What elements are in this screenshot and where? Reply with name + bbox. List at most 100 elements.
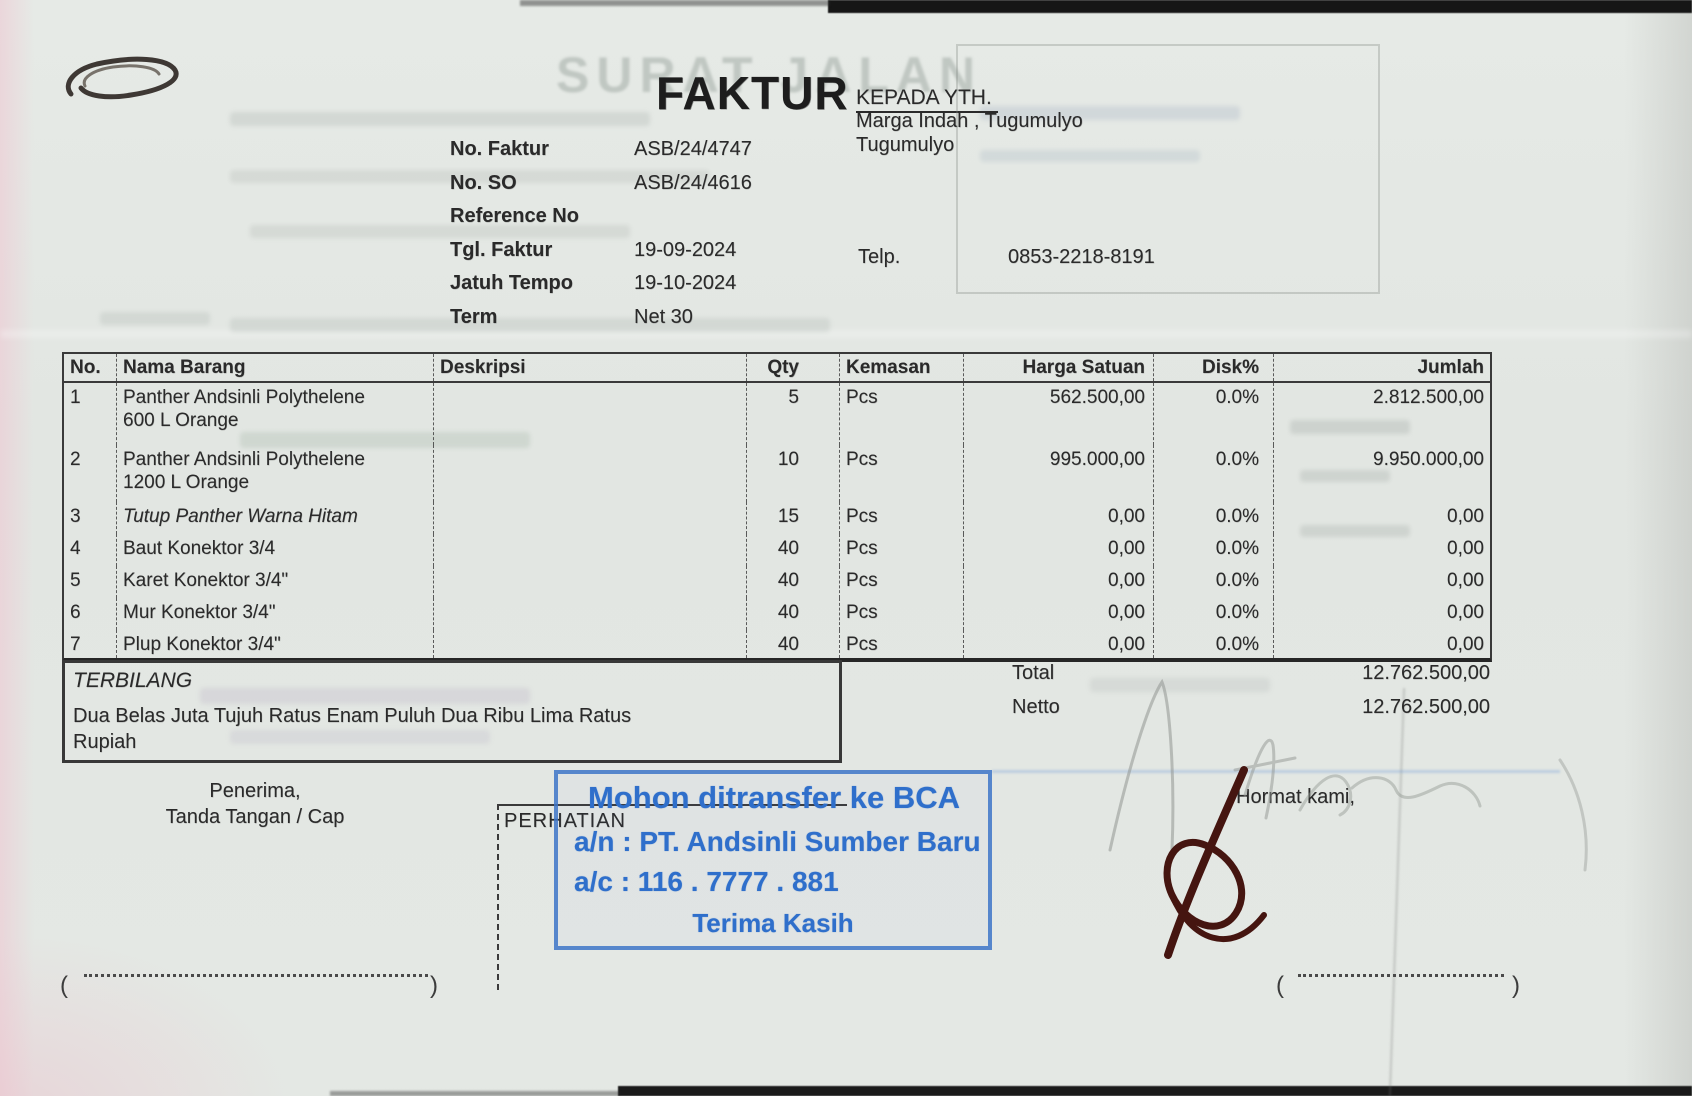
meta-value: Net 30 [634,306,693,328]
sign-line-dots-left [84,974,428,977]
cell-kemasan: Pcs [840,630,964,658]
meta-label: Tgl. Faktur [450,239,553,261]
item-name: Panther Andsinli Polythelene [123,449,365,470]
terbilang-label: TERBILANG [73,669,193,692]
cell-jumlah: 0,00 [1447,570,1484,591]
cell-kemasan: Pcs [840,383,964,445]
cell-harga: 0,00 [964,630,1154,658]
stamp-line1: Mohon ditransfer ke BCA [588,780,961,815]
header-disk: Disk% [1154,354,1274,381]
table-row: 4 Baut Konektor 3/4 40 Pcs 0,00 0.0% 0,0… [64,534,1490,566]
cell-harga: 995.000,00 [964,445,1154,502]
meta-value: 19-09-2024 [634,239,737,261]
table-row: 2 Panther Andsinli Polythelene 1200 L Ora… [64,445,1490,502]
perhatian-label: PERHATIAN [504,810,626,832]
paper-horizontal-crease [0,330,1692,338]
cell-no: 5 [64,566,117,598]
meta-label: Term [450,306,498,328]
cell-kemasan: Pcs [840,534,964,566]
cell-disk: 0.0% [1154,630,1274,658]
scan-edge-bottom-2 [330,1091,620,1096]
stamp-line3: a/c : 116 . 7777 . 881 [574,866,839,897]
meta-value: 19-10-2024 [634,272,737,294]
bleedthrough-smudge [240,432,530,448]
scan-edge-top-2 [520,0,830,6]
cell-deskripsi [434,502,747,534]
meta-value: ASB/24/4616 [634,172,752,194]
cell-jumlah: 0,00 [1447,506,1484,527]
bleedthrough-smudge [1300,470,1390,482]
cell-disk: 0.0% [1154,502,1274,534]
bleedthrough-smudge [250,225,630,238]
item-name: Panther Andsinli Polythelene [123,387,365,408]
cell-kemasan: Pcs [840,566,964,598]
penerima-line1: Penerima, [209,780,301,802]
hormat-kami-label: Hormat kami, [1236,786,1355,808]
penerima-block: Penerima, Tanda Tangan / Cap [120,778,390,830]
bleedthrough-smudge [100,312,210,325]
sign-line-open-paren: ( [1276,972,1284,999]
recipient-heading: KEPADA YTH. [856,86,998,113]
netto-value: 12.762.500,00 [1362,696,1490,718]
cell-no: 2 [64,445,117,502]
cell-harga: 0,00 [964,534,1154,566]
cell-jumlah: 0,00 [1447,634,1484,655]
scan-edge-bottom [618,1086,1692,1096]
bleedthrough-smudge [230,318,830,332]
sign-line-close-paren: ) [1512,972,1520,999]
total-label: Total [1012,662,1055,684]
table-row: 1 Panther Andsinli Polythelene 600 L Oran… [64,383,1490,445]
meta-label: No. Faktur [450,138,549,160]
phone-label: Telp. [858,246,901,268]
table-row: 3 Tutup Panther Warna Hitam 15 Pcs 0,00 … [64,502,1490,534]
cell-qty: 10 [747,445,840,502]
header-jumlah: Jumlah [1417,357,1484,378]
cell-disk: 0.0% [1154,445,1274,502]
cell-nama: Karet Konektor 3/4" [117,566,434,598]
cell-nama: Baut Konektor 3/4 [117,534,434,566]
cell-nama: Panther Andsinli Polythelene 1200 L Orang… [117,445,434,502]
header-qty: Qty [747,354,840,381]
cell-nama: Mur Konektor 3/4" [117,598,434,630]
item-name-line2: 1200 L Orange [123,472,250,493]
stamp-ink-smear [992,770,1560,773]
header-no: No. [64,354,117,381]
cell-qty: 40 [747,534,840,566]
recipient-city: Tugumulyo [856,134,955,156]
perhatian-box-top-border [497,804,847,806]
bleedthrough-smudge [980,106,1240,120]
cell-harga: 0,00 [964,598,1154,630]
cell-jumlah: 0,00 [1447,538,1484,559]
cell-deskripsi [434,598,747,630]
cell-kemasan: Pcs [840,502,964,534]
cell-deskripsi [434,534,747,566]
cell-harga: 0,00 [964,502,1154,534]
items-table: No. Nama Barang Deskripsi Qty Kemasan Ha… [62,352,1492,662]
terbilang-line1: Dua Belas Juta Tujuh Ratus Enam Puluh Du… [73,705,632,727]
cell-qty: 40 [747,598,840,630]
cell-harga: 0,00 [964,566,1154,598]
pencil-handwriting [1108,678,1588,872]
paperclip-shadow [65,56,179,100]
stamp-line4: Terima Kasih [692,908,854,938]
table-row: 7 Plup Konektor 3/4" 40 Pcs 0,00 0.0% 0,… [64,630,1490,658]
cell-jumlah: 9.950.000,00 [1373,449,1484,470]
meta-label: No. SO [450,172,517,194]
cell-disk: 0.0% [1154,598,1274,630]
cell-qty: 15 [747,502,840,534]
bleedthrough-smudge [200,688,530,704]
cell-disk: 0.0% [1154,383,1274,445]
cell-disk: 0.0% [1154,566,1274,598]
table-header-row: No. Nama Barang Deskripsi Qty Kemasan Ha… [64,354,1490,383]
bleedthrough-smudge [980,150,1200,162]
bleedthrough-box-outline [956,44,1380,294]
meta-label: Jatuh Tempo [450,272,573,294]
cell-no: 7 [64,630,117,658]
sign-line-close-paren: ) [430,972,438,999]
recipient-name: Marga Indah , Tugumulyo [856,110,1083,132]
perhatian-box-left-border [497,804,499,990]
item-name-line2: 600 L Orange [123,410,239,431]
cell-nama: Plup Konektor 3/4" [117,630,434,658]
terbilang-box: TERBILANG Dua Belas Juta Tujuh Ratus Ena… [62,660,842,763]
bleedthrough-smudge [1090,678,1270,692]
